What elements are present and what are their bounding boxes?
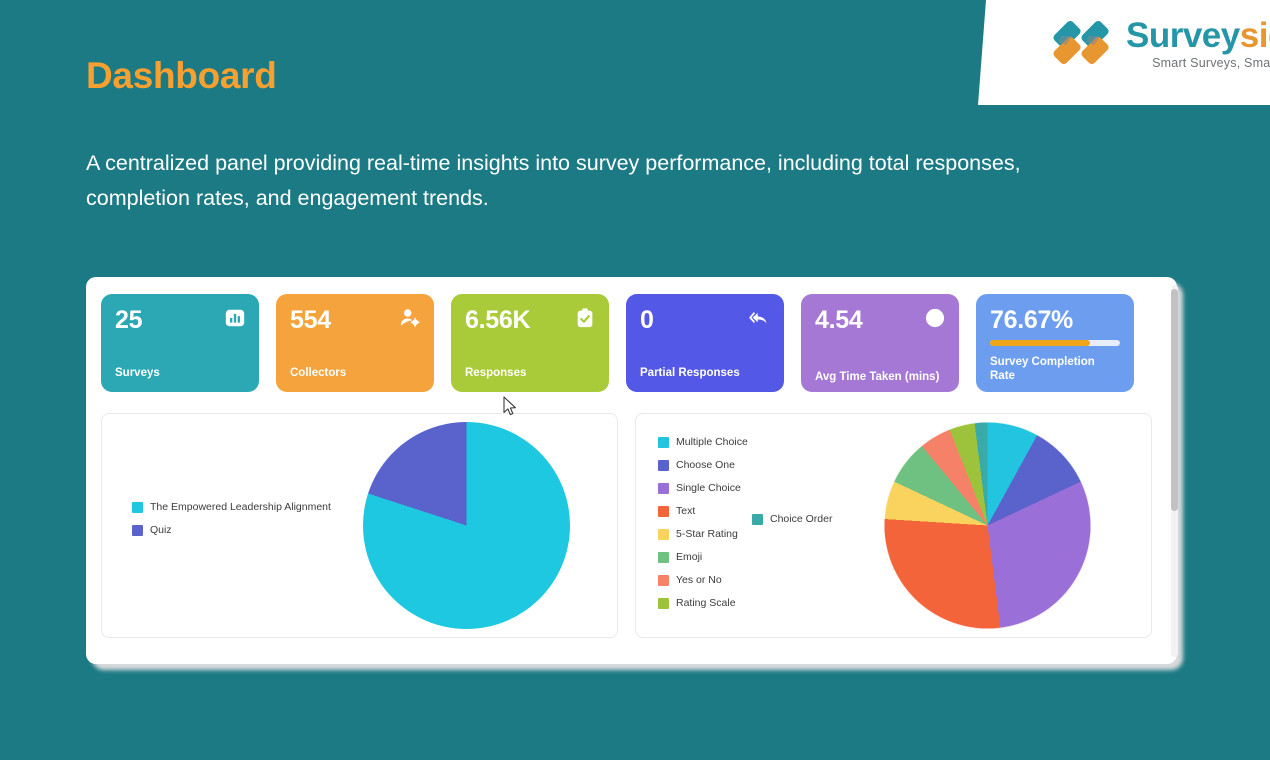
- pie-legend-right-column-2: Choice Order: [752, 514, 832, 537]
- stat-value: 25: [115, 306, 143, 334]
- stat-value: 4.54: [815, 306, 863, 334]
- stat-label: Collectors: [290, 367, 347, 379]
- header-banner: [978, 0, 1270, 105]
- legend-swatch: [658, 552, 669, 563]
- legend-swatch: [658, 529, 669, 540]
- legend-swatch: [752, 514, 763, 525]
- stat-label: Surveys: [115, 367, 160, 379]
- reply-all-icon: [749, 307, 771, 329]
- stat-card-responses[interactable]: 6.56K Responses: [451, 294, 609, 392]
- stat-cards-row: 25 Surveys 554 Collectors 6.56K: [101, 294, 1134, 392]
- legend-label: The Empowered Leadership Alignment: [150, 501, 331, 514]
- legend-item[interactable]: The Empowered Leadership Alignment: [132, 502, 331, 513]
- pie-chart-surveys[interactable]: [363, 422, 570, 629]
- pie-legend-right-column-1: Multiple Choice Choose One Single Choice Te…: [658, 437, 748, 621]
- legend-label: Emoji: [676, 551, 703, 564]
- stat-card-survey-completion-rate[interactable]: 76.67% Survey Completion Rate: [976, 294, 1134, 392]
- completion-progress-fill: [990, 340, 1090, 346]
- legend-item[interactable]: Yes or No: [658, 575, 748, 586]
- mouse-cursor: [503, 396, 519, 418]
- legend-item[interactable]: 5-Star Rating: [658, 529, 748, 540]
- legend-label: Multiple Choice: [676, 436, 748, 449]
- survey-type-pie-card: The Empowered Leadership Alignment Quiz: [101, 413, 618, 638]
- completion-progress-bar: [990, 340, 1120, 346]
- legend-label: Choice Order: [770, 513, 833, 526]
- logo-mark-icon: [1052, 20, 1116, 76]
- stat-value: 554: [290, 306, 331, 334]
- legend-item[interactable]: Choose One: [658, 460, 748, 471]
- legend-item[interactable]: Single Choice: [658, 483, 748, 494]
- clock-icon: [924, 307, 946, 329]
- stat-label: Avg Time Taken (mins): [815, 371, 940, 383]
- legend-item[interactable]: Rating Scale: [658, 598, 748, 609]
- legend-label: Quiz: [150, 524, 172, 537]
- user-gear-icon: [399, 307, 421, 329]
- logo-text: Surveysides Smart Surveys, Smart Insight…: [1126, 16, 1270, 70]
- legend-item[interactable]: Multiple Choice: [658, 437, 748, 448]
- legend-label: Yes or No: [676, 574, 722, 587]
- legend-label: Rating Scale: [676, 597, 736, 610]
- logo-tagline: Smart Surveys, Smart Insights: [1152, 55, 1270, 70]
- legend-swatch: [658, 460, 669, 471]
- stat-value: 6.56K: [465, 306, 531, 334]
- legend-swatch: [658, 483, 669, 494]
- stat-label: Partial Responses: [640, 367, 740, 379]
- clipboard-check-icon: [574, 307, 596, 329]
- page-description: A centralized panel providing real-time …: [86, 151, 1021, 210]
- stat-card-avg-time-taken[interactable]: 4.54 Avg Time Taken (mins): [801, 294, 959, 392]
- legend-item[interactable]: Choice Order: [752, 514, 832, 525]
- stat-label: Responses: [465, 367, 527, 379]
- legend-label: Text: [676, 505, 696, 518]
- charts-row: The Empowered Leadership Alignment Quiz M…: [101, 413, 1152, 638]
- legend-item[interactable]: Quiz: [132, 525, 331, 536]
- legend-item[interactable]: Emoji: [658, 552, 748, 563]
- logo-wordmark: Surveysides: [1126, 16, 1270, 55]
- stat-card-partial-responses[interactable]: 0 Partial Responses: [626, 294, 784, 392]
- pie-chart-question-types[interactable]: [884, 422, 1091, 629]
- pie-legend-left: The Empowered Leadership Alignment Quiz: [132, 502, 331, 548]
- legend-swatch: [132, 502, 143, 513]
- stat-value: 0: [640, 306, 654, 334]
- brand-logo[interactable]: Surveysides Smart Surveys, Smart Insight…: [1052, 16, 1270, 76]
- stat-value: 76.67%: [990, 306, 1073, 334]
- legend-item[interactable]: Text: [658, 506, 748, 517]
- legend-swatch: [132, 525, 143, 536]
- legend-swatch: [658, 437, 669, 448]
- legend-label: 5-Star Rating: [676, 528, 738, 541]
- stat-label: Survey Completion Rate: [990, 356, 1095, 382]
- dashboard-panel: 25 Surveys 554 Collectors 6.56K: [86, 277, 1177, 664]
- stat-card-surveys[interactable]: 25 Surveys: [101, 294, 259, 392]
- legend-swatch: [658, 575, 669, 586]
- page-title: Dashboard: [86, 55, 277, 96]
- logo-word-secondary: sides: [1239, 16, 1270, 55]
- logo-word-primary: Survey: [1126, 16, 1240, 55]
- legend-swatch: [658, 506, 669, 517]
- legend-label: Single Choice: [676, 482, 741, 495]
- dashboard-scrollbar-thumb[interactable]: [1171, 289, 1178, 511]
- question-type-pie-card: Multiple Choice Choose One Single Choice Te…: [635, 413, 1152, 638]
- legend-swatch: [658, 598, 669, 609]
- bar-chart-icon: [224, 307, 246, 329]
- legend-label: Choose One: [676, 459, 735, 472]
- stat-card-collectors[interactable]: 554 Collectors: [276, 294, 434, 392]
